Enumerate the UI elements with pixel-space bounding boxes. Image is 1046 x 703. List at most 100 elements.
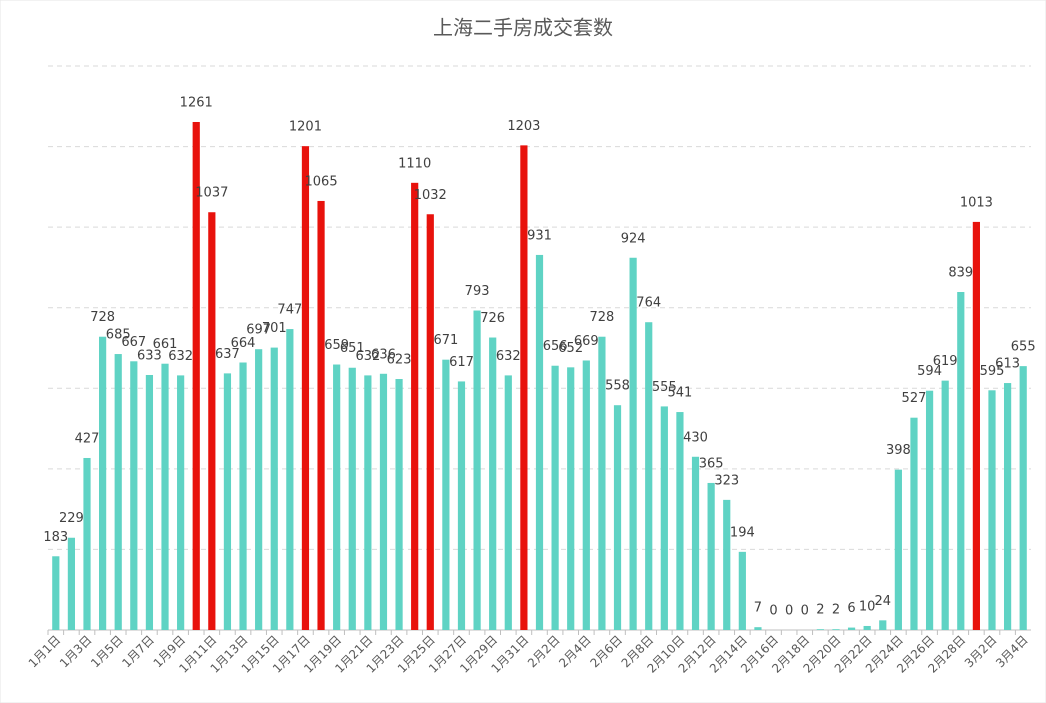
value-label: 1032 [414, 188, 447, 203]
value-label: 664 [231, 336, 256, 351]
bar [1019, 366, 1027, 630]
bar [145, 374, 154, 630]
value-label: 0 [801, 604, 809, 619]
bar [832, 629, 840, 630]
value-label: 839 [948, 266, 973, 281]
bar [457, 381, 466, 630]
chart-title: 上海二手房成交套数 [433, 16, 613, 40]
bar [1003, 383, 1012, 630]
value-label: 924 [621, 231, 646, 246]
value-label: 6 [847, 601, 855, 616]
value-label: 669 [574, 334, 599, 349]
bar [660, 406, 668, 630]
value-label: 671 [433, 333, 458, 348]
value-label: 427 [75, 431, 100, 446]
value-label: 594 [917, 364, 942, 379]
bar [567, 367, 575, 630]
bar [255, 349, 263, 630]
value-label: 697 [246, 323, 271, 338]
bar [239, 362, 247, 630]
bar [520, 145, 528, 630]
value-label: 637 [215, 347, 240, 362]
bar [941, 380, 949, 630]
bar [83, 457, 91, 630]
bar [223, 373, 232, 630]
bar [473, 310, 481, 630]
bar [972, 221, 980, 631]
bar [442, 359, 450, 630]
bar [348, 367, 356, 630]
value-label: 623 [387, 353, 412, 368]
value-label: 24 [874, 594, 891, 609]
value-label: 1201 [289, 120, 322, 135]
value-label: 726 [480, 311, 505, 326]
value-label: 1261 [180, 95, 213, 110]
value-label: 541 [668, 386, 693, 401]
bar [270, 347, 278, 630]
bar [707, 482, 715, 630]
value-label: 555 [652, 380, 677, 395]
value-label: 651 [340, 341, 365, 356]
value-label: 2 [816, 603, 824, 618]
bar [613, 405, 622, 630]
value-label: 685 [106, 328, 131, 343]
value-label: 183 [43, 530, 68, 545]
bar [364, 375, 372, 630]
value-label: 595 [980, 364, 1005, 379]
value-label: 0 [769, 604, 777, 619]
bar [52, 556, 60, 630]
value-label: 2 [832, 603, 840, 618]
bar [754, 627, 762, 630]
bar [379, 373, 388, 630]
bar [738, 551, 746, 630]
value-label: 764 [636, 296, 661, 311]
bar [301, 146, 310, 630]
bar [161, 363, 169, 630]
value-label: 1037 [195, 186, 228, 201]
bar [629, 257, 637, 630]
value-label: 613 [995, 357, 1020, 372]
value-label: 398 [886, 443, 911, 458]
bar [208, 212, 216, 631]
value-label: 430 [683, 430, 708, 445]
bar [582, 360, 590, 630]
bar [676, 412, 684, 630]
bar [551, 365, 559, 630]
value-label: 229 [59, 511, 84, 526]
value-label: 617 [449, 355, 474, 370]
value-label: 0 [785, 604, 793, 619]
value-label: 636 [371, 347, 396, 362]
bar [114, 354, 122, 630]
bar [504, 375, 512, 630]
bar [426, 214, 434, 630]
bar [177, 375, 185, 630]
value-label: 747 [277, 303, 302, 318]
bar [879, 620, 887, 630]
value-label: 667 [121, 335, 146, 350]
bar [192, 121, 200, 631]
bar [957, 292, 965, 630]
value-label: 652 [558, 341, 583, 356]
value-label: 558 [605, 379, 630, 394]
bar [723, 499, 731, 630]
value-label: 701 [262, 321, 287, 336]
bar [910, 417, 918, 630]
bar [333, 364, 341, 630]
bar [988, 390, 996, 630]
value-label: 632 [355, 349, 380, 364]
value-label: 1013 [960, 195, 993, 210]
value-label: 661 [153, 337, 178, 352]
bar [925, 390, 934, 630]
bar [894, 469, 902, 630]
value-label: 793 [465, 284, 490, 299]
value-label: 527 [902, 391, 927, 406]
value-label: 323 [714, 473, 739, 488]
value-label: 365 [699, 456, 724, 471]
value-label: 194 [730, 525, 755, 540]
value-label: 632 [168, 349, 193, 364]
bar [317, 200, 325, 630]
bar [645, 322, 653, 630]
value-label: 619 [933, 354, 958, 369]
bar [691, 456, 700, 630]
